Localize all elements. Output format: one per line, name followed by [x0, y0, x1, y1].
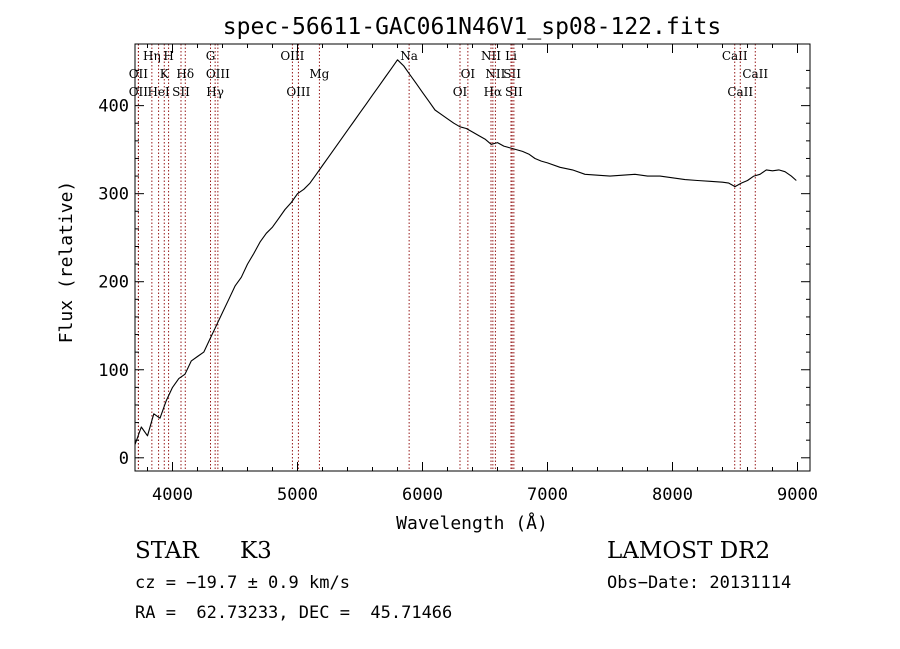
spectral-line-label: SII: [172, 85, 190, 99]
spectral-line-label: Hα: [484, 85, 503, 99]
x-tick-label: 9000: [777, 485, 818, 505]
spectral-line-label: HeI: [147, 85, 170, 99]
spectrum-line: [134, 59, 797, 445]
spectral-line-label: NII: [485, 67, 505, 81]
x-tick-label: 4000: [152, 485, 193, 505]
spectral-line-label: K: [160, 67, 170, 81]
spectral-line-label: SII: [503, 67, 521, 81]
spectral-line-label: Mg: [309, 67, 329, 81]
spectral-line-label: G: [206, 49, 216, 63]
spectral-line-markers: OII OII Hη KH HeI Hδ SII G OIII Hγ OIII OIII Mg Na OI O…: [129, 44, 768, 471]
object-subclass: K3: [240, 538, 272, 564]
spectral-line-label: OI: [453, 85, 468, 99]
x-tick-label: 5000: [277, 485, 318, 505]
spectral-line-label: Hη: [143, 49, 161, 63]
spectral-line-label: Na: [400, 49, 418, 63]
observation-date: Obs−Date: 20131114: [607, 573, 792, 593]
spectral-line-label: OIII: [280, 49, 304, 63]
spectral-line-label: OIII: [206, 67, 230, 81]
spectral-line-label: OIII: [286, 85, 310, 99]
spectral-line-label: SII: [505, 85, 523, 99]
y-tick-label: 0: [119, 449, 129, 469]
x-axis-label: Wavelength (Å): [396, 512, 548, 534]
spectral-line-label: CaII: [727, 85, 753, 99]
spectral-line-label: Hγ: [206, 85, 224, 99]
plot-frame: [134, 43, 811, 472]
coordinates-info: RA = 62.73233, DEC = 45.71466: [135, 603, 453, 623]
spectral-line-label: CaII: [722, 49, 748, 63]
spectral-line-label: OII: [129, 85, 149, 99]
spectral-line-label: OI: [461, 67, 476, 81]
object-class: STAR: [135, 538, 199, 564]
y-axis-label: Flux (relative): [56, 181, 77, 344]
spectral-line-label: CaII: [742, 67, 768, 81]
y-tick-label: 100: [98, 361, 129, 381]
x-tick-label: 8000: [652, 485, 693, 505]
x-tick-label: 6000: [402, 485, 443, 505]
survey-name: LAMOST DR2: [607, 538, 771, 564]
spectral-line-label: NII: [481, 49, 501, 63]
y-tick-label: 300: [98, 185, 129, 205]
spectral-line-label: Li: [505, 49, 517, 63]
y-tick-label: 200: [98, 273, 129, 293]
chart-title: spec-56611-GAC061N46V1_sp08-122.fits: [223, 14, 722, 40]
redshift-info: cz = −19.7 ± 0.9 km/s: [135, 573, 350, 593]
y-tick-label: 400: [98, 97, 129, 117]
x-tick-label: 7000: [527, 485, 568, 505]
spectral-line-label: Hδ: [176, 67, 194, 81]
spectral-line-label: H: [163, 49, 173, 63]
x-axis: 4000 5000 6000 7000 8000 9000: [147, 44, 818, 505]
spectral-line-label: OII: [129, 67, 149, 81]
y-axis: 0 100 200 300 400: [98, 69, 810, 469]
